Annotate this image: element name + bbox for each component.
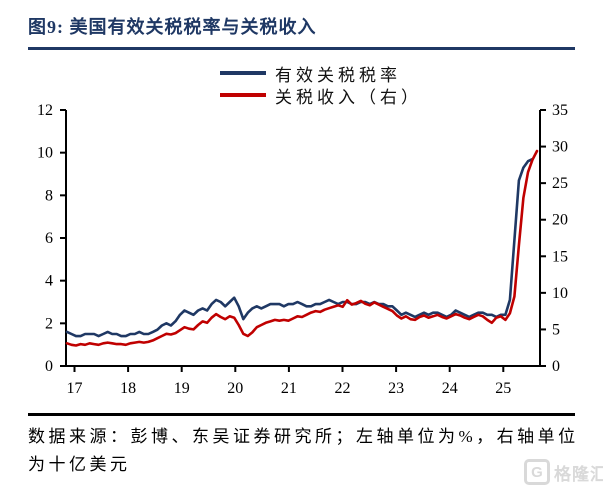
- figure-title: 图9: 美国有效关税税率与关税收入: [28, 17, 317, 37]
- footer-divider: [28, 413, 575, 416]
- svg-text:25: 25: [495, 380, 511, 397]
- svg-text:19: 19: [174, 380, 190, 397]
- gelonghui-logo-icon: G: [524, 459, 550, 485]
- chart-legend: 有效关税税率 关税收入（右）: [220, 62, 422, 107]
- title-divider: [28, 47, 575, 50]
- svg-text:24: 24: [442, 380, 458, 397]
- revenue-line-swatch: [220, 93, 266, 97]
- svg-text:15: 15: [552, 248, 568, 265]
- legend-label-revenue: 关税收入（右）: [275, 87, 422, 107]
- svg-text:10: 10: [37, 145, 53, 162]
- svg-text:21: 21: [281, 380, 297, 397]
- watermark: G 格隆汇: [524, 459, 603, 485]
- svg-text:25: 25: [552, 175, 568, 192]
- legend-item-rate: 有效关税税率: [220, 62, 422, 85]
- watermark-text: 格隆汇: [554, 464, 603, 484]
- svg-text:20: 20: [227, 380, 243, 397]
- svg-text:6: 6: [45, 230, 53, 247]
- svg-text:22: 22: [335, 380, 351, 397]
- svg-text:20: 20: [552, 212, 568, 229]
- legend-item-revenue: 关税收入（右）: [220, 84, 422, 107]
- svg-text:17: 17: [67, 380, 83, 397]
- legend-label-rate: 有效关税税率: [275, 65, 401, 85]
- svg-text:4: 4: [45, 273, 53, 290]
- svg-text:35: 35: [552, 102, 568, 119]
- svg-text:12: 12: [37, 102, 53, 119]
- svg-text:2: 2: [45, 315, 53, 332]
- data-source-note: 数据来源：彭博、东吴证券研究所；左轴单位为%，右轴单位为十亿美元: [28, 427, 579, 474]
- svg-text:8: 8: [45, 187, 53, 204]
- svg-text:23: 23: [388, 380, 404, 397]
- svg-text:18: 18: [120, 380, 136, 397]
- svg-text:0: 0: [45, 358, 53, 375]
- svg-text:0: 0: [552, 358, 560, 375]
- series-line-rate: [65, 157, 534, 338]
- svg-text:30: 30: [552, 139, 568, 156]
- svg-text:10: 10: [552, 285, 568, 302]
- svg-text:5: 5: [552, 321, 560, 338]
- series-line-revenue: [65, 149, 539, 347]
- rate-line-swatch: [220, 71, 266, 75]
